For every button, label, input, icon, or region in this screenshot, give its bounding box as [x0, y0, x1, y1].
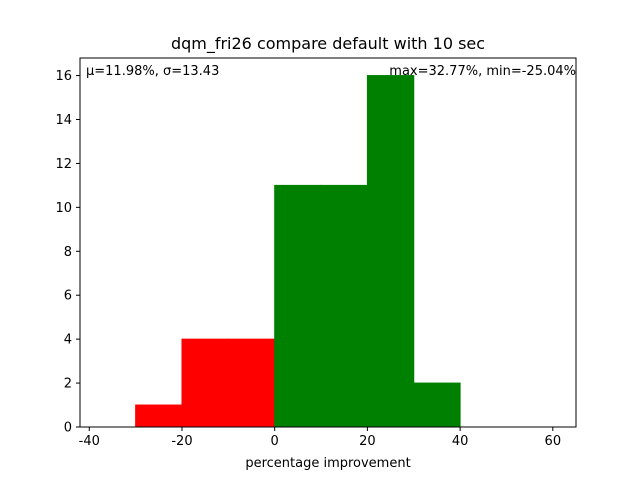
- histogram-bar: [366, 75, 415, 428]
- x-tick-label: 0: [271, 434, 279, 449]
- chart-title: dqm_fri26 compare default with 10 sec: [171, 34, 485, 54]
- x-tick-label: 60: [545, 434, 562, 449]
- plot-frame: [79, 57, 577, 428]
- histogram-bar: [227, 338, 276, 428]
- x-tick-label: -20: [171, 434, 192, 449]
- y-tick-label: 4: [64, 333, 72, 348]
- histogram-bars: [135, 75, 461, 428]
- x-tick-label: -40: [79, 434, 100, 449]
- y-tick-label: 0: [64, 421, 72, 436]
- stats-annotation-right: max=32.77%, min=-25.04%: [389, 64, 576, 79]
- histogram-bar: [274, 184, 322, 428]
- histogram-bar: [413, 382, 461, 428]
- y-tick-label: 6: [64, 289, 72, 304]
- y-tick-label: 10: [55, 201, 72, 216]
- axes: -40 -20 0 20 40 60 0 2 4 6 8 10 12 14 16: [55, 57, 577, 449]
- stats-annotation-left: μ=11.98%, σ=13.43: [86, 64, 219, 79]
- x-tick-label: 20: [359, 434, 376, 449]
- x-axis-label: percentage improvement: [245, 456, 410, 471]
- y-tick-label: 16: [55, 69, 72, 84]
- y-tick-label: 2: [64, 377, 72, 392]
- histogram-bar: [135, 404, 183, 428]
- y-tick-label: 14: [55, 113, 72, 128]
- histogram-bar: [181, 338, 229, 428]
- y-tick-label: 12: [55, 157, 72, 172]
- x-tick-label: 40: [452, 434, 469, 449]
- y-tick-label: 8: [64, 245, 72, 260]
- histogram-bar: [320, 184, 368, 428]
